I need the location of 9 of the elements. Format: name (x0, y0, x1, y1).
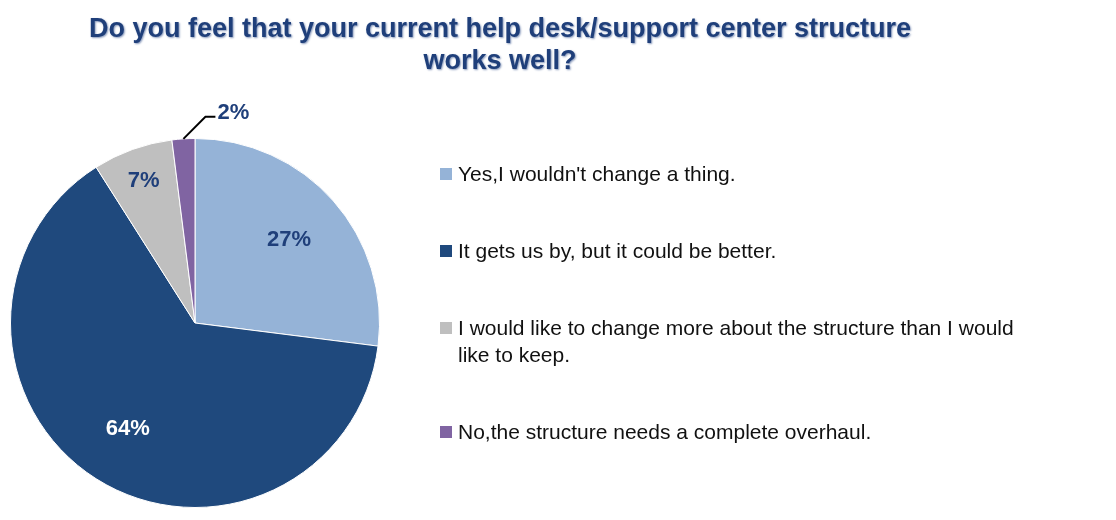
data-label: 64% (105, 414, 150, 440)
data-label: 7% (127, 166, 160, 192)
legend-label: It gets us by, but it could be better. (458, 238, 777, 264)
legend-label: No,the structure needs a complete overhaul. (458, 419, 872, 445)
legend-label: Yes,I wouldn't change a thing. (458, 161, 736, 187)
legend-label: I would like to change more about the structure than I would like to keep. (458, 315, 1015, 368)
chart-title: Do you feel that your current help desk/support center structure works well? (87, 12, 913, 76)
data-label: 2% (217, 98, 250, 124)
data-label: 27% (267, 226, 312, 252)
